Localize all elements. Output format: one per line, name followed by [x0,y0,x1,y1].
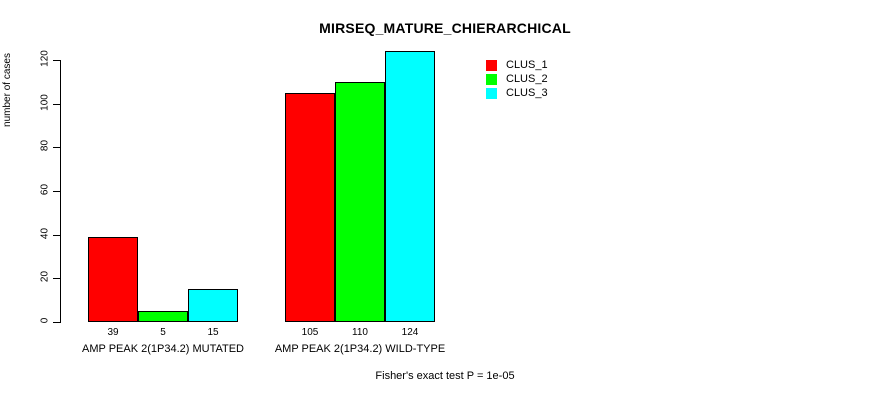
legend-item-label: CLUS_2 [506,73,548,85]
bar-value-label: 15 [207,327,219,338]
bar-value-label: 5 [160,327,166,338]
statistical-test-annotation: Fisher's exact test P = 1e-05 [375,370,515,382]
chart-title: MIRSEQ_MATURE_CHIERARCHICAL [319,20,571,36]
bar-value-label: 105 [301,327,319,338]
bar[interactable] [88,236,138,322]
y-axis-tick [53,147,60,149]
y-axis-tick [53,191,60,192]
legend-swatch-icon [486,73,497,85]
bar[interactable] [335,81,385,322]
bar-value-label: 110 [352,327,368,338]
y-axis-tick-label: 120 [39,50,51,67]
y-axis-tick [53,60,60,61]
legend-item[interactable]: CLUS_2 [486,72,548,86]
legend-item[interactable]: CLUS_3 [486,86,548,100]
legend-item-label: CLUS_1 [506,59,548,71]
y-axis-tick [53,322,60,323]
bar-value-label: 124 [401,327,419,338]
bar[interactable] [188,289,238,322]
legend-item[interactable]: CLUS_1 [486,58,548,72]
y-axis-line [60,60,61,323]
bar[interactable] [138,311,188,322]
bar[interactable] [285,92,335,322]
legend-swatch-icon [486,87,497,99]
y-axis-tick [53,278,60,280]
group-axis-label: AMP PEAK 2(1P34.2) MUTATED [82,343,244,355]
y-axis-label: number of cases [2,53,13,127]
bar-value-label: 39 [107,327,119,338]
y-axis-tick [53,103,60,105]
legend-swatch-icon [486,59,497,71]
legend-item-label: CLUS_3 [506,87,548,99]
group-axis-label: AMP PEAK 2(1P34.2) WILD-TYPE [274,343,446,355]
legend: CLUS_1 CLUS_2 CLUS_3 [486,58,548,100]
bar[interactable] [385,51,435,322]
y-axis-tick [53,234,60,236]
